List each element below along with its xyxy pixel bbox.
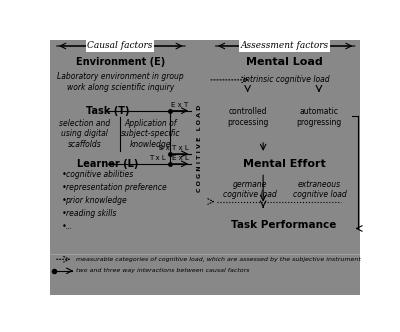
Text: Task (T): Task (T) [86, 106, 130, 116]
Text: E x L: E x L [172, 155, 189, 161]
Text: •: • [62, 209, 66, 218]
Text: Mental Load: Mental Load [246, 57, 322, 67]
Text: cognitive abilities: cognitive abilities [66, 170, 133, 179]
Text: Environment (E): Environment (E) [76, 57, 165, 67]
Text: measurable categories of cognitive load, which are assessed by the subjective in: measurable categories of cognitive load,… [76, 257, 360, 262]
Text: representation preference: representation preference [66, 183, 166, 192]
Text: Learner (L): Learner (L) [78, 159, 139, 169]
Text: T x L: T x L [150, 155, 166, 161]
Text: ...: ... [66, 222, 73, 231]
Text: •: • [62, 196, 66, 205]
Text: Causal factors: Causal factors [87, 42, 152, 50]
Text: Application of
subject-specific
knowledge: Application of subject-specific knowledg… [121, 119, 180, 149]
Text: •: • [62, 170, 66, 179]
Text: •: • [62, 222, 66, 231]
Text: extraneous
cognitive load: extraneous cognitive load [293, 180, 346, 199]
Text: Assessment factors: Assessment factors [241, 42, 329, 50]
Text: reading skills: reading skills [66, 209, 116, 218]
Text: selection and
using digital
scaffolds: selection and using digital scaffolds [59, 119, 110, 149]
Text: automatic
progressing: automatic progressing [296, 107, 342, 126]
Text: Laboratory environment in group
work along scientific inquiry: Laboratory environment in group work alo… [57, 72, 184, 92]
Text: germane
cognitive load: germane cognitive load [223, 180, 277, 199]
Text: two and three way interactions between causal factors: two and three way interactions between c… [76, 268, 249, 273]
Text: E x T x L: E x T x L [159, 145, 189, 151]
Text: controlled
processing: controlled processing [227, 107, 268, 126]
Text: C O G N I T I V E   L O A D: C O G N I T I V E L O A D [197, 105, 202, 192]
Text: intrinsic cognitive load: intrinsic cognitive load [243, 75, 330, 84]
Text: prior knowledge: prior knowledge [66, 196, 127, 205]
Text: Task Performance: Task Performance [231, 220, 337, 230]
Text: •: • [62, 183, 66, 192]
Text: E x T: E x T [172, 102, 189, 108]
Text: Mental Effort: Mental Effort [243, 159, 326, 169]
